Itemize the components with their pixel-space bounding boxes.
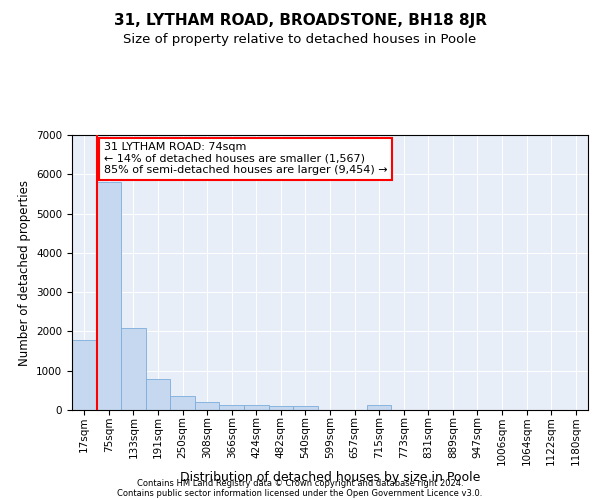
Bar — [146, 378, 170, 410]
Bar — [220, 405, 244, 410]
Text: Contains public sector information licensed under the Open Government Licence v3: Contains public sector information licen… — [118, 488, 482, 498]
Bar — [244, 406, 269, 410]
Text: 31 LYTHAM ROAD: 74sqm
← 14% of detached houses are smaller (1,567)
85% of semi-d: 31 LYTHAM ROAD: 74sqm ← 14% of detached … — [104, 142, 388, 176]
Bar — [121, 328, 146, 410]
Bar — [97, 182, 121, 410]
Bar — [367, 406, 391, 410]
Bar — [293, 406, 318, 410]
Bar — [269, 406, 293, 410]
Text: Size of property relative to detached houses in Poole: Size of property relative to detached ho… — [124, 32, 476, 46]
Bar — [195, 402, 220, 410]
Bar — [170, 396, 195, 410]
Bar — [72, 340, 97, 410]
X-axis label: Distribution of detached houses by size in Poole: Distribution of detached houses by size … — [180, 470, 480, 484]
Y-axis label: Number of detached properties: Number of detached properties — [17, 180, 31, 366]
Text: 31, LYTHAM ROAD, BROADSTONE, BH18 8JR: 31, LYTHAM ROAD, BROADSTONE, BH18 8JR — [113, 12, 487, 28]
Text: Contains HM Land Registry data © Crown copyright and database right 2024.: Contains HM Land Registry data © Crown c… — [137, 478, 463, 488]
